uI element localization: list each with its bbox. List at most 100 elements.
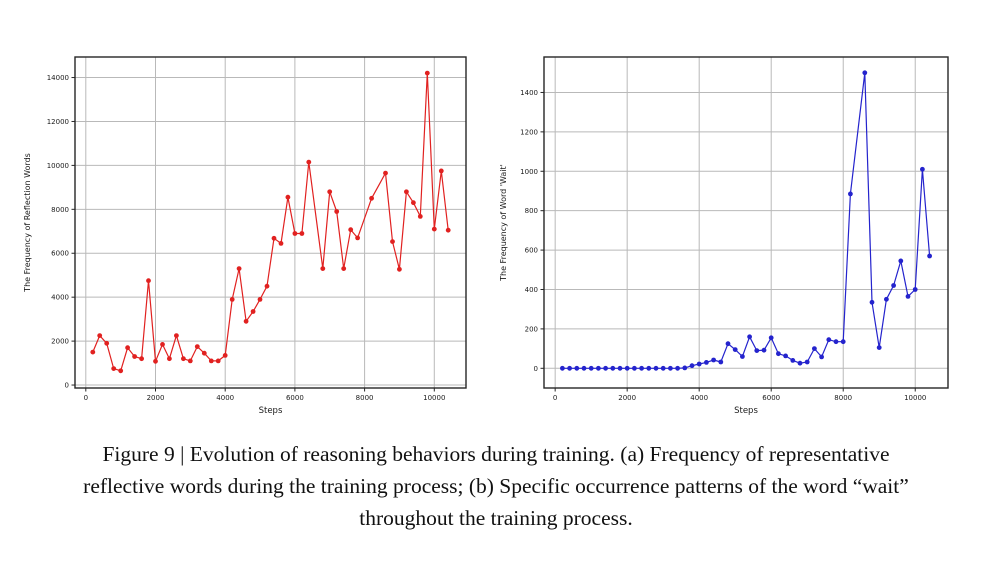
chart-a-reflection-words: 0 2000 4000 6000 8000 10000 0 2000 4000 6000 8000 1…	[23, 56, 467, 416]
data-point	[424, 70, 430, 76]
data-point	[125, 345, 130, 351]
data-point	[574, 365, 580, 371]
y-tick-label: 8000	[51, 206, 69, 214]
figure-caption: Figure 9 | Evolution of reasoning behavi…	[8, 438, 984, 534]
data-point	[397, 266, 402, 272]
data-point	[222, 353, 228, 358]
data-point	[747, 334, 752, 340]
data-point	[840, 339, 846, 345]
data-point	[132, 354, 137, 359]
plot-border	[543, 56, 949, 389]
data-point	[732, 347, 738, 352]
data-point	[320, 266, 326, 271]
data-point	[153, 358, 158, 364]
x-tick-label: 2000	[147, 394, 165, 402]
data-point	[348, 227, 354, 233]
data-point	[761, 347, 767, 353]
data-point	[581, 365, 587, 371]
data-point	[139, 356, 145, 362]
data-point	[181, 356, 186, 362]
data-point	[797, 360, 803, 366]
data-point	[208, 358, 214, 364]
data-point	[306, 159, 312, 165]
data-point	[660, 365, 666, 371]
data-point	[355, 235, 360, 241]
data-point	[862, 70, 868, 76]
data-point	[768, 335, 774, 341]
x-tick-label: 10000	[904, 394, 926, 402]
plot-background	[544, 57, 948, 388]
data-point	[912, 287, 918, 292]
y-tick-label: 10000	[47, 162, 69, 170]
data-point	[167, 356, 172, 362]
data-point	[696, 361, 702, 367]
data-point	[804, 359, 810, 365]
x-tick-label: 6000	[762, 394, 780, 402]
y-tick-label: 600	[525, 247, 538, 255]
data-point	[819, 354, 824, 360]
data-point	[812, 346, 817, 351]
y-tick-label: 0	[65, 382, 69, 390]
y-tick-label: 1000	[520, 168, 538, 176]
x-tick-label: 4000	[690, 394, 708, 402]
series-markers	[560, 70, 932, 371]
data-point	[417, 214, 423, 219]
data-point	[876, 345, 882, 350]
data-point	[215, 358, 221, 364]
gridlines	[544, 57, 948, 388]
plot-border	[74, 56, 467, 389]
y-tick-label: 1200	[520, 128, 538, 136]
data-point	[891, 283, 896, 288]
x-tick-label: 8000	[356, 394, 374, 402]
data-point	[711, 357, 716, 363]
data-point	[668, 365, 673, 371]
data-point	[187, 358, 193, 364]
data-point	[118, 368, 124, 374]
data-point	[146, 278, 151, 284]
data-point	[610, 365, 616, 371]
data-point	[603, 365, 608, 371]
data-point	[826, 337, 832, 343]
data-point	[97, 333, 103, 338]
y-tick-label: 2000	[51, 338, 69, 346]
data-point	[884, 296, 889, 302]
y-tick-label: 0	[534, 365, 538, 373]
x-axis-label: Steps	[259, 406, 283, 416]
data-point	[646, 365, 652, 371]
data-point	[229, 297, 235, 302]
y-axis-label: The Frequency of Reflection Words	[23, 153, 32, 293]
y-tick-label: 12000	[47, 118, 69, 126]
y-axis-label: The Frequency of Word 'Wait'	[499, 164, 508, 282]
chart-b-word-wait: 0 2000 4000 6000 8000 10000 0 200 400 600 800 1000 1…	[499, 56, 949, 416]
data-point	[689, 363, 695, 369]
data-point	[754, 348, 760, 353]
data-point	[278, 241, 284, 246]
data-point	[264, 283, 270, 289]
data-point	[404, 189, 409, 195]
data-point	[236, 266, 242, 271]
data-point	[682, 365, 688, 371]
data-point	[596, 365, 601, 371]
data-point	[927, 253, 932, 259]
data-point	[567, 365, 572, 371]
data-point	[327, 189, 333, 195]
data-point	[438, 168, 444, 174]
data-point	[174, 333, 179, 338]
data-point	[271, 235, 277, 241]
data-point	[718, 359, 724, 365]
data-point	[898, 258, 904, 264]
figure-caption-line-1: Figure 9 | Evolution of reasoning behavi…	[102, 442, 890, 466]
figure-caption-line-3: throughout the training process.	[359, 506, 633, 530]
data-point	[445, 227, 451, 233]
data-point	[111, 366, 117, 371]
y-tick-label: 6000	[51, 250, 69, 258]
data-point	[740, 354, 745, 359]
plot-background	[75, 57, 466, 388]
data-point	[334, 209, 340, 214]
y-tick-label: 4000	[51, 294, 69, 302]
data-point	[776, 351, 781, 357]
data-point	[920, 166, 925, 172]
data-point	[725, 341, 731, 347]
data-point	[869, 299, 875, 305]
